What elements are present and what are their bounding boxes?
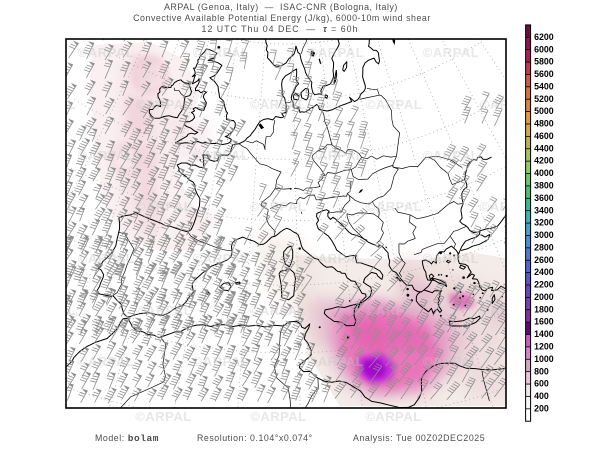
svg-text:1800: 1800 — [534, 304, 554, 314]
svg-text:800: 800 — [534, 366, 549, 376]
svg-text:©ARPAL: ©ARPAL — [250, 303, 306, 318]
svg-text:©ARPAL: ©ARPAL — [20, 199, 76, 214]
svg-text:©ARPAL: ©ARPAL — [250, 199, 306, 214]
svg-text:1200: 1200 — [534, 342, 554, 352]
svg-text:©ARPAL: ©ARPAL — [78, 148, 134, 163]
svg-text:©ARPAL: ©ARPAL — [308, 148, 364, 163]
svg-text:©ARPAL: ©ARPAL — [136, 303, 192, 318]
svg-text:©ARPAL: ©ARPAL — [135, 409, 191, 424]
svg-text:©ARPAL: ©ARPAL — [20, 303, 76, 318]
svg-text:2000: 2000 — [534, 292, 554, 302]
svg-text:200: 200 — [534, 403, 549, 413]
svg-text:5200: 5200 — [534, 94, 554, 104]
svg-text:©ARPAL: ©ARPAL — [193, 148, 249, 163]
svg-text:©ARPAL: ©ARPAL — [250, 97, 306, 112]
svg-text:©ARPAL: ©ARPAL — [308, 45, 364, 60]
svg-text:©ARPAL: ©ARPAL — [366, 199, 422, 214]
svg-text:ARPAL (Genoa, Italy) — ISAC-: ARPAL (Genoa, Italy) — ISAC-CNR (Bologna… — [164, 2, 398, 12]
svg-text:©ARPAL: ©ARPAL — [366, 97, 422, 112]
svg-text:©ARPAL: ©ARPAL — [480, 303, 536, 318]
svg-text:1000: 1000 — [534, 354, 554, 364]
svg-text:3600: 3600 — [534, 193, 554, 203]
svg-text:©ARPAL: ©ARPAL — [193, 251, 249, 266]
svg-text:©ARPAL: ©ARPAL — [480, 199, 536, 214]
svg-text:1400: 1400 — [534, 329, 554, 339]
svg-text:2600: 2600 — [534, 255, 554, 265]
svg-text:©ARPAL: ©ARPAL — [250, 409, 306, 424]
svg-text:©ARPAL: ©ARPAL — [423, 148, 479, 163]
svg-text:5600: 5600 — [534, 69, 554, 79]
svg-text:©ARPAL: ©ARPAL — [480, 97, 536, 112]
svg-text:©ARPAL: ©ARPAL — [366, 303, 422, 318]
svg-text:400: 400 — [534, 391, 549, 401]
svg-text:6000: 6000 — [534, 44, 554, 54]
svg-text:©ARPAL: ©ARPAL — [136, 199, 192, 214]
svg-text:5400: 5400 — [534, 81, 554, 91]
svg-text:©ARPAL: ©ARPAL — [308, 354, 364, 369]
svg-text:©ARPAL: ©ARPAL — [20, 97, 76, 112]
svg-text:Convective Available Potential: Convective Available Potential Energy (J… — [133, 13, 431, 23]
svg-text:5000: 5000 — [534, 106, 554, 116]
svg-text:©ARPAL: ©ARPAL — [423, 45, 479, 60]
svg-text:Model: bolam: Model: bolam — [95, 433, 159, 444]
svg-text:12 UTC Thu 04 DEC — τ = 60h: 12 UTC Thu 04 DEC — τ = 60h — [202, 24, 359, 34]
svg-text:©ARPAL: ©ARPAL — [78, 251, 134, 266]
svg-text:©ARPAL: ©ARPAL — [308, 251, 364, 266]
svg-text:2400: 2400 — [534, 267, 554, 277]
svg-text:3000: 3000 — [534, 230, 554, 240]
svg-text:4200: 4200 — [534, 156, 554, 166]
svg-text:©ARPAL: ©ARPAL — [78, 354, 134, 369]
svg-text:4800: 4800 — [534, 119, 554, 129]
svg-text:Resolution: 0.104°x0.074°: Resolution: 0.104°x0.074° — [197, 433, 313, 443]
svg-text:5800: 5800 — [534, 57, 554, 67]
svg-text:©ARPAL: ©ARPAL — [193, 45, 249, 60]
svg-text:6200: 6200 — [534, 32, 554, 42]
svg-text:4600: 4600 — [534, 131, 554, 141]
svg-text:1600: 1600 — [534, 317, 554, 327]
svg-text:4400: 4400 — [534, 143, 554, 153]
svg-text:3400: 3400 — [534, 205, 554, 215]
svg-text:©ARPAL: ©ARPAL — [78, 45, 134, 60]
svg-text:2200: 2200 — [534, 280, 554, 290]
svg-text:Analysis: Tue 00Z02DEC2025: Analysis: Tue 00Z02DEC2025 — [353, 433, 485, 443]
svg-text:3200: 3200 — [534, 218, 554, 228]
svg-text:©ARPAL: ©ARPAL — [423, 251, 479, 266]
svg-text:2800: 2800 — [534, 242, 554, 252]
svg-text:©ARPAL: ©ARPAL — [423, 354, 479, 369]
svg-text:©ARPAL: ©ARPAL — [193, 354, 249, 369]
svg-text:600: 600 — [534, 379, 549, 389]
svg-text:4000: 4000 — [534, 168, 554, 178]
svg-text:©ARPAL: ©ARPAL — [136, 97, 192, 112]
svg-text:©ARPAL: ©ARPAL — [365, 409, 421, 424]
svg-text:3800: 3800 — [534, 181, 554, 191]
